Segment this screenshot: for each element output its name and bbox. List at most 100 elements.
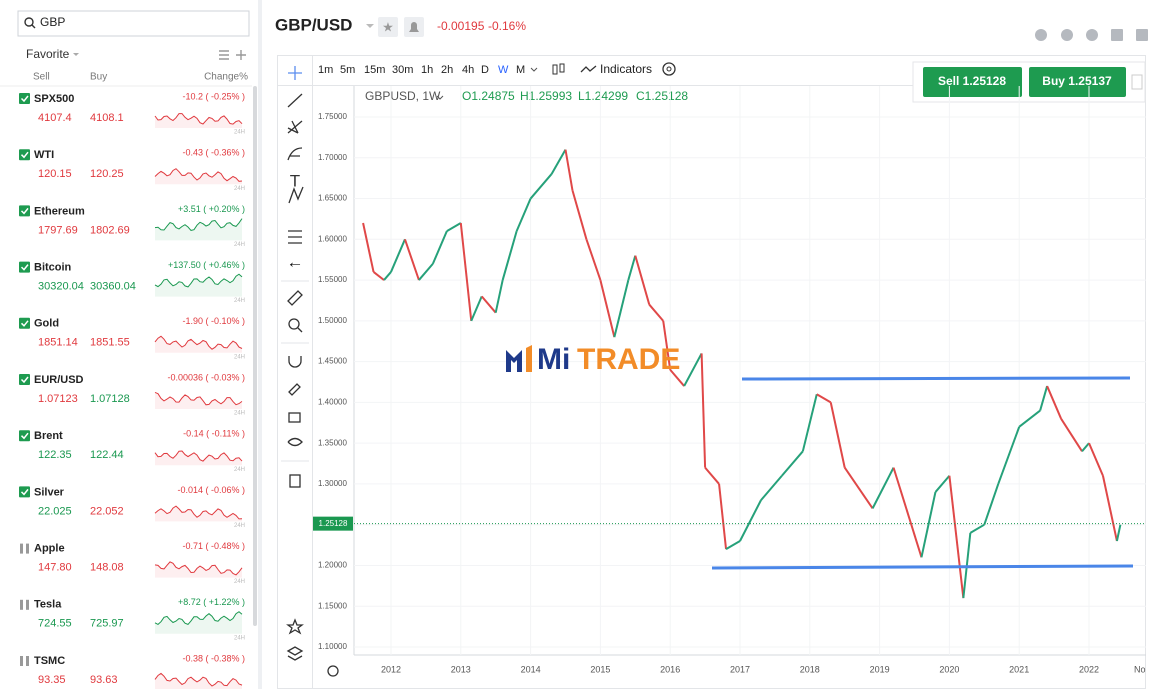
search-box[interactable] (17, 10, 250, 37)
sparkline-fill (155, 218, 242, 241)
change: -0.014 ( -0.06% ) (177, 485, 245, 495)
sparkline (154, 391, 243, 406)
favorite-tab[interactable]: Favorite (26, 47, 70, 61)
sell-price: 93.35 (38, 674, 66, 686)
sparkline-fill (155, 611, 242, 634)
price-segment (404, 238, 420, 281)
icon[interactable] (1035, 29, 1047, 41)
scrollbar[interactable] (253, 86, 257, 626)
watchlist-row[interactable]: Gold 1851.14 1851.55 -1.90 ( -0.10% ) 24H (19, 316, 245, 360)
sparkline (154, 113, 243, 125)
icon[interactable] (1111, 29, 1123, 41)
change: -0.14 ( -0.11% ) (183, 429, 245, 439)
watermark-logo (506, 345, 532, 372)
sell-button-label[interactable]: Sell 1.25128 (938, 74, 1006, 88)
timeframe[interactable]: D (481, 64, 489, 76)
watchlist-row[interactable]: Silver 22.025 22.052 -0.014 ( -0.06% ) 24H (19, 485, 245, 529)
legend-high: H1.25993 (520, 89, 572, 103)
layers-tool[interactable] (286, 646, 304, 661)
price-change: -0.00195 (437, 19, 485, 33)
ruler-tool[interactable] (287, 290, 303, 306)
checkbox (19, 261, 30, 273)
timeframe[interactable]: 1m (318, 64, 333, 76)
favorites-tool[interactable] (286, 618, 304, 635)
timeframe[interactable]: 1h (421, 64, 433, 76)
icon[interactable] (1061, 29, 1073, 41)
sparkline-label: 24H (234, 242, 245, 248)
timeframe[interactable]: 2h (441, 64, 453, 76)
watchlist-row[interactable]: Tesla 724.55 725.97 +8.72 ( +1.22% ) 24H (20, 597, 245, 641)
text-tool[interactable]: T (290, 171, 300, 190)
sell-price: 4107.4 (38, 112, 72, 124)
icon[interactable] (1086, 29, 1098, 41)
price-segment (431, 230, 448, 265)
drag-handle[interactable] (1131, 74, 1143, 90)
dropdown-arrow[interactable] (436, 95, 444, 100)
market-closed-icon (26, 543, 29, 554)
x-tick-label: 2016 (660, 664, 680, 674)
sparkline-label: 24H (234, 186, 245, 192)
support-line[interactable] (711, 564, 1134, 570)
lock-drawing-tool[interactable] (288, 383, 301, 396)
icon[interactable] (1136, 29, 1148, 41)
indicators-button[interactable]: Indicators (600, 62, 652, 76)
price-segment (725, 540, 741, 551)
add-icon[interactable] (236, 50, 246, 60)
sparkline (154, 450, 243, 462)
zoom-tool[interactable] (288, 318, 300, 330)
indicators-icon[interactable] (580, 65, 597, 73)
watchlist-row[interactable]: Bitcoin 30320.04 30360.04 +137.50 ( +0.46% … (19, 260, 245, 304)
timeframe[interactable]: 30m (392, 64, 413, 76)
fib-tool[interactable] (287, 120, 303, 134)
buy-button[interactable] (1029, 67, 1126, 97)
watchlist-row[interactable]: WTI 120.15 120.25 -0.43 ( -0.36% ) 24H (19, 148, 245, 192)
price-segment (739, 499, 762, 542)
menu-icon[interactable] (219, 50, 229, 60)
price-segment (871, 467, 895, 509)
line-tool[interactable] (287, 93, 303, 108)
watchlist-row[interactable]: SPX500 4107.4 4108.1 -10.2 ( -0.25% ) 24H (19, 91, 245, 136)
forecast-tool[interactable] (288, 230, 302, 244)
sell-button[interactable] (923, 67, 1022, 97)
x-tick-label: 2019 (870, 664, 890, 674)
visibility-tool[interactable] (287, 437, 303, 447)
price-segment (718, 483, 728, 550)
pattern-tool[interactable] (288, 186, 304, 204)
search-icon (31, 24, 36, 29)
price-segment (501, 230, 518, 281)
watchlist-row[interactable]: Apple 147.80 148.08 -0.71 ( -0.48% ) 24H (20, 541, 245, 585)
chart-settings[interactable] (327, 665, 339, 677)
watchlist-row[interactable]: Ethereum 1797.69 1802.69 +3.51 ( +0.20% ) 24… (19, 204, 245, 248)
favorite-button[interactable] (378, 17, 398, 37)
crosshair-tool[interactable] (288, 66, 302, 80)
price-segment (997, 426, 1021, 485)
sparkline-label: 24H (234, 354, 245, 360)
timeframe[interactable]: 15m (364, 64, 385, 76)
lock-tool[interactable] (288, 412, 301, 423)
buy-button-label[interactable]: Buy 1.25137 (1042, 74, 1112, 88)
collapse-tool[interactable]: ← (287, 252, 304, 271)
timeframe[interactable]: 5m (340, 64, 355, 76)
magnet-tool[interactable] (288, 356, 302, 368)
change: +137.50 ( +0.46% ) (168, 260, 245, 270)
price-segment (585, 238, 602, 281)
timeframe[interactable]: 4h (462, 64, 474, 76)
drawing-tools (286, 66, 339, 677)
watchlist-row[interactable]: Brent 122.35 122.44 -0.14 ( -0.11% ) 24H (19, 429, 245, 473)
timeframe[interactable]: W (498, 64, 509, 76)
price-segment (983, 483, 1000, 526)
search-text[interactable]: GBP (40, 15, 65, 29)
symbol-title: GBP/USD (275, 15, 352, 34)
watchlist-row[interactable]: EUR/USD 1.07123 1.07128 -0.00036 ( -0.03% )… (19, 372, 245, 417)
change: -10.2 ( -0.25% ) (182, 91, 245, 101)
trash-tool[interactable] (289, 474, 301, 488)
dropdown-arrow[interactable] (530, 67, 538, 72)
brush-tool[interactable] (287, 147, 303, 161)
settings-icon[interactable] (662, 62, 676, 76)
zoom-tool[interactable] (297, 327, 303, 333)
resistance-line[interactable] (741, 376, 1131, 381)
candle-type-icon[interactable] (552, 63, 565, 75)
price-segment (662, 320, 672, 370)
timeframe[interactable]: M (516, 64, 525, 76)
